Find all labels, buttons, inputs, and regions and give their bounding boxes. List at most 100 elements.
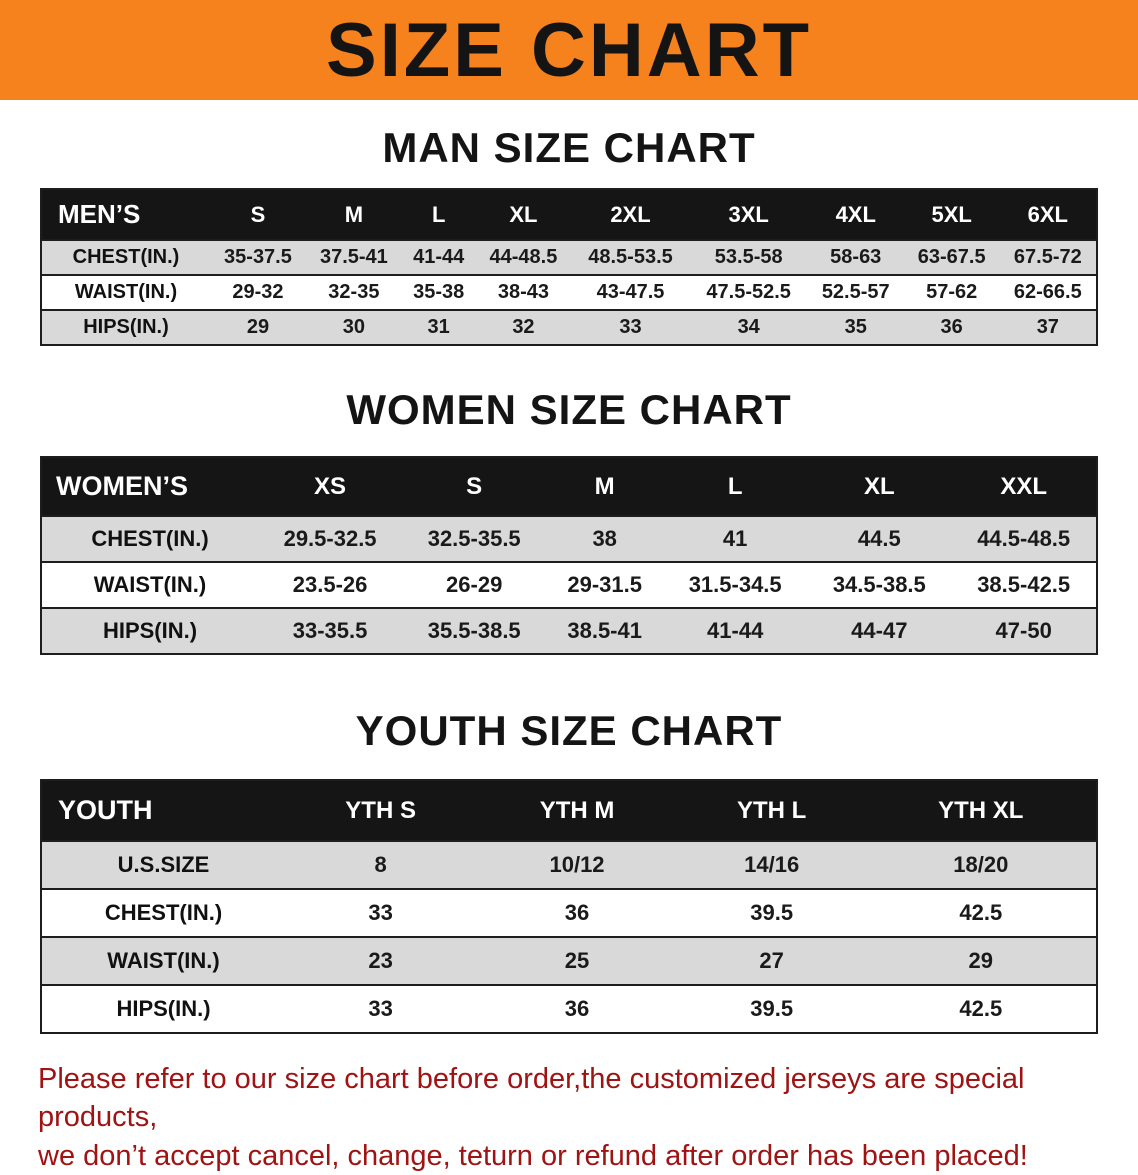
- table-row: CHEST(IN.) 33 36 39.5 42.5: [41, 889, 1097, 937]
- value-cell: 33: [619, 316, 642, 338]
- value-cell: 8: [374, 852, 387, 877]
- table-row: CHEST(IN.) 29.5-32.5 32.5-35.5 38 41 44.5 44.5…: [41, 516, 1097, 562]
- value-cell: 41-44: [707, 618, 764, 643]
- value-cell: 32-35: [328, 281, 380, 303]
- value-cell: 38-43: [497, 281, 550, 303]
- table-title-cell: WOMEN’S: [41, 457, 258, 516]
- size-header-cell: L: [663, 457, 808, 516]
- table-row: HIPS(IN.) 29 30 31 32 33 34 35 36 37: [41, 310, 1097, 345]
- table-header-row: MEN’S S M L XL 2XL 3XL 4XL 5XL 6XL: [41, 189, 1097, 240]
- value-cell: 63-67.5: [917, 246, 986, 268]
- value-cell: 29: [968, 948, 994, 973]
- size-header-cell: 6XL: [999, 189, 1097, 240]
- value-cell: 41: [722, 526, 748, 551]
- table-row: HIPS(IN.) 33-35.5 35.5-38.5 38.5-41 41-44 44-…: [41, 608, 1097, 654]
- value-cell: 18/20: [953, 852, 1009, 877]
- table-row: WAIST(IN.) 23.5-26 26-29 29-31.5 31.5-34.5 34…: [41, 562, 1097, 608]
- value-cell: 34.5-38.5: [832, 572, 926, 597]
- value-cell: 29-32: [232, 281, 284, 303]
- row-label-cell: HIPS(IN.): [102, 618, 198, 643]
- disclaimer-line-2: we don’t accept cancel, change, teturn o…: [38, 1139, 1028, 1172]
- row-label-cell: CHEST(IN.): [104, 900, 223, 925]
- value-cell: 57-62: [926, 281, 978, 303]
- row-label-cell: CHEST(IN.): [72, 246, 180, 268]
- row-label-cell: HIPS(IN.): [83, 316, 169, 338]
- size-header-cell: YTH L: [677, 780, 866, 841]
- value-cell: 34: [737, 316, 760, 338]
- value-cell: 47.5-52.5: [706, 281, 791, 303]
- value-cell: 36: [940, 316, 963, 338]
- table-row: WAIST(IN.) 29-32 32-35 35-38 38-43 43-47.5 47.…: [41, 275, 1097, 310]
- value-cell: 31.5-34.5: [688, 572, 782, 597]
- value-cell: 29.5-32.5: [283, 526, 377, 551]
- size-header-cell: XL: [475, 189, 572, 240]
- value-cell: 35-38: [413, 281, 465, 303]
- table-title-cell: MEN’S: [41, 189, 210, 240]
- value-cell: 37.5-41: [319, 246, 388, 268]
- value-cell: 35.5-38.5: [427, 618, 521, 643]
- size-header-cell: M: [546, 457, 664, 516]
- value-cell: 44-48.5: [489, 246, 558, 268]
- value-cell: 39.5: [750, 900, 794, 925]
- page-title: SIZE CHART: [326, 7, 812, 93]
- man-size-section: MAN SIZE CHART MEN’S S M L XL 2XL 3XL 4XL 5XL 6XL…: [0, 124, 1138, 346]
- women-size-heading: WOMEN SIZE CHART: [346, 386, 792, 433]
- value-cell: 38.5-41: [567, 618, 642, 643]
- size-header-cell: L: [401, 189, 476, 240]
- value-cell: 47-50: [995, 618, 1052, 643]
- value-cell: 32.5-35.5: [427, 526, 521, 551]
- value-cell: 41-44: [413, 246, 465, 268]
- size-header-cell: 2XL: [571, 189, 690, 240]
- value-cell: 14/16: [744, 852, 800, 877]
- value-cell: 23: [368, 948, 393, 973]
- size-header-cell: XS: [258, 457, 403, 516]
- row-label-cell: WAIST(IN.): [93, 572, 207, 597]
- value-cell: 29-31.5: [567, 572, 642, 597]
- size-header-cell: 4XL: [807, 189, 904, 240]
- banner: SIZE CHART: [0, 0, 1138, 100]
- value-cell: 32: [512, 316, 535, 338]
- size-header-cell: S: [402, 457, 547, 516]
- value-cell: 44-47: [851, 618, 908, 643]
- man-size-table: MEN’S S M L XL 2XL 3XL 4XL 5XL 6XL CHEST(IN.) 35-37…: [40, 188, 1098, 346]
- size-header-cell: YTH S: [285, 780, 477, 841]
- size-header-cell: S: [210, 189, 306, 240]
- value-cell: 29: [246, 316, 270, 338]
- women-size-table: WOMEN’S XS S M L XL XXL CHEST(IN.) 29.5-32.5 32.5…: [40, 456, 1098, 655]
- value-cell: 26-29: [446, 572, 503, 597]
- value-cell: 33: [368, 996, 393, 1021]
- value-cell: 44.5: [857, 526, 901, 551]
- table-row: HIPS(IN.) 33 36 39.5 42.5: [41, 985, 1097, 1033]
- value-cell: 27: [759, 948, 784, 973]
- value-cell: 35: [844, 316, 867, 338]
- value-cell: 30: [342, 316, 365, 338]
- value-cell: 67.5-72: [1013, 246, 1082, 268]
- value-cell: 42.5: [959, 996, 1003, 1021]
- row-label-cell: HIPS(IN.): [116, 996, 211, 1021]
- man-size-heading: MAN SIZE CHART: [382, 124, 756, 171]
- table-row: WAIST(IN.) 23 25 27 29: [41, 937, 1097, 985]
- table-title-cell: YOUTH: [41, 780, 285, 841]
- value-cell: 39.5: [750, 996, 794, 1021]
- row-label-cell: WAIST(IN.): [107, 948, 220, 973]
- disclaimer-line-1: Please refer to our size chart before or…: [38, 1063, 1025, 1134]
- youth-size-heading: YOUTH SIZE CHART: [355, 707, 783, 754]
- value-cell: 36: [564, 996, 590, 1021]
- value-cell: 43-47.5: [596, 281, 665, 303]
- value-cell: 33-35.5: [292, 618, 368, 643]
- size-header-cell: 5XL: [903, 189, 1000, 240]
- value-cell: 37: [1036, 316, 1059, 338]
- value-cell: 62-66.5: [1013, 281, 1082, 303]
- table-header-row: WOMEN’S XS S M L XL XXL: [41, 457, 1097, 516]
- row-label-cell: U.S.SIZE: [117, 852, 210, 877]
- size-header-cell: XL: [807, 457, 952, 516]
- size-header-cell: YTH XL: [865, 780, 1097, 841]
- value-cell: 33: [368, 900, 393, 925]
- value-cell: 58-63: [830, 246, 882, 268]
- table-row: U.S.SIZE 8 10/12 14/16 18/20: [41, 841, 1097, 889]
- value-cell: 38: [592, 526, 617, 551]
- table-header-row: YOUTH YTH S YTH M YTH L YTH XL: [41, 780, 1097, 841]
- value-cell: 52.5-57: [821, 281, 890, 303]
- size-header-cell: YTH M: [476, 780, 678, 841]
